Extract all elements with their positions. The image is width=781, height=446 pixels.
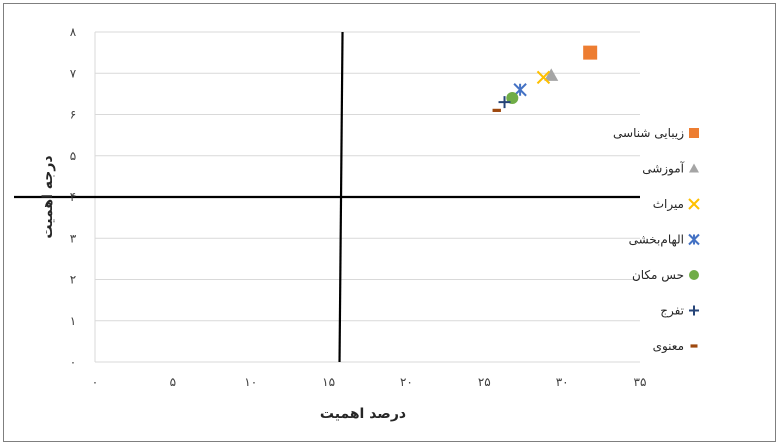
- chart-frame: [3, 3, 776, 442]
- y-tick-label: ۷: [70, 66, 77, 80]
- x-tick-label: ۳۰: [556, 375, 569, 389]
- x-tick-label: ۲۵: [478, 375, 491, 389]
- data-point-3: [536, 70, 551, 85]
- legend-marker-3: [688, 198, 700, 210]
- y-tick-label: ۶: [70, 108, 76, 122]
- data-point-7: [492, 108, 501, 112]
- x-tick-label: ۱۵: [322, 375, 335, 389]
- legend-label: زیبایی شناسی: [613, 126, 684, 141]
- x-axis-title: درصد اهمیت: [320, 406, 406, 422]
- y-axis-title: درجه اهمیت: [40, 155, 56, 238]
- quadrant-lines: [14, 31, 640, 363]
- legend-marker-2: [689, 163, 699, 173]
- data-point-1: [583, 45, 598, 60]
- y-tick-label: ۰: [70, 355, 76, 369]
- data-point-5: [506, 92, 519, 104]
- y-tick-label: ۱: [70, 314, 76, 328]
- legend-marker-7: [690, 344, 698, 348]
- y-tick-label: ۲: [70, 273, 76, 287]
- legend-label: تفرج: [660, 304, 684, 319]
- data-point-6: [498, 96, 511, 109]
- x-tick-label: ۵: [170, 375, 176, 389]
- y-tick-label: ۸: [70, 25, 77, 39]
- data-point-2: [544, 68, 559, 81]
- y-tick-label: ۵: [70, 149, 76, 163]
- legend-label: الهام‌بخشی: [629, 233, 684, 247]
- legend-marker-4: [688, 233, 700, 246]
- x-tick-label: ۲۰: [400, 375, 413, 389]
- data-points: [492, 45, 598, 112]
- tick-labels: ۰ ۱ ۲ ۳ ۴ ۵ ۶ ۷ ۸ ۰ ۵ ۱۰ ۱۵ ۲۰ ۲۵ ۳۰ ۳۵: [70, 25, 647, 389]
- legend-marker-6: [689, 305, 699, 316]
- legend-label: آموزشی: [642, 161, 684, 177]
- legend-marker-1: [689, 128, 699, 138]
- legend: زیبایی شناسی آموزشی میراث الهام‌بخشی حس مکان…: [613, 126, 700, 354]
- x-tick-label: ۱۰: [244, 375, 257, 389]
- legend-label: میراث: [653, 197, 684, 212]
- x-tick-label: ۰: [92, 375, 98, 389]
- legend-label: معنوی: [653, 339, 684, 354]
- legend-label: حس مکان: [632, 268, 684, 283]
- y-tick-label: ۳: [70, 231, 77, 245]
- y-tick-label: ۴: [70, 190, 76, 204]
- x-tick-label: ۳۵: [634, 375, 647, 389]
- legend-marker-5: [689, 270, 699, 280]
